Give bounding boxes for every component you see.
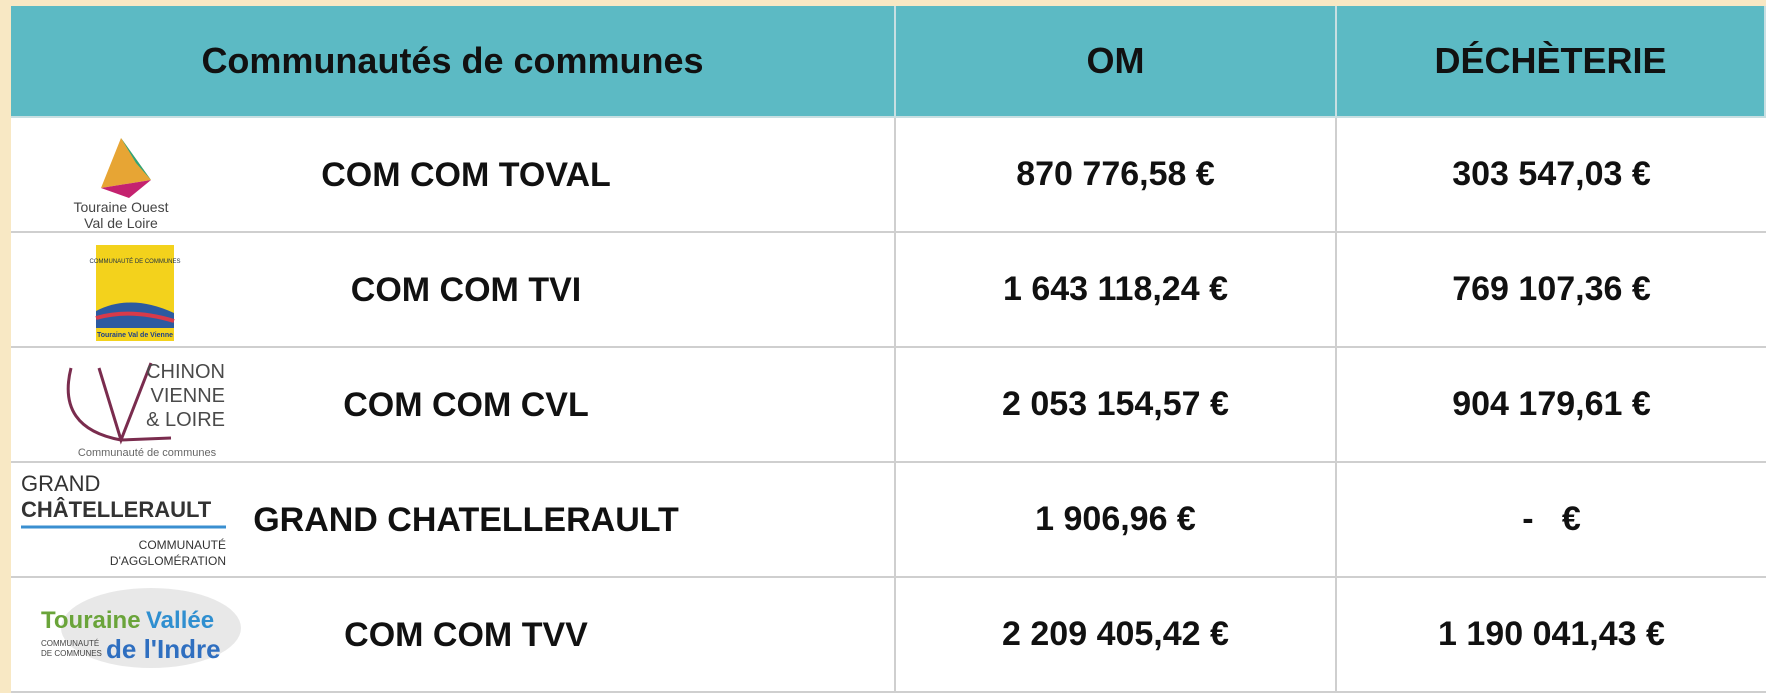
- logo-shape: [61, 588, 241, 668]
- om-value: 1 906,96 €: [896, 463, 1337, 578]
- community-name: COM COM TOVAL: [321, 156, 611, 194]
- logo-text: CHINON: [146, 361, 225, 383]
- decheterie-value: - €: [1337, 463, 1766, 578]
- logo-text: Touraine Ouest: [74, 199, 169, 215]
- row-cell: [11, 348, 896, 463]
- header-cell: Communautés de communes: [11, 6, 896, 118]
- logo-text: Vallée: [146, 607, 214, 634]
- header-cell: OM: [896, 6, 1337, 118]
- logo-text: Val de Loire: [84, 215, 158, 231]
- logo-shape: [101, 180, 151, 198]
- logo-text: VIENNE: [151, 385, 225, 407]
- om-value: 1 643 118,24 €: [896, 233, 1337, 348]
- logo-text: & LOIRE: [146, 409, 225, 431]
- community-name: COM COM TVI: [350, 271, 582, 309]
- om-value: 2 053 154,57 €: [896, 348, 1337, 463]
- header-cell: DÉCHÈTERIE: [1337, 6, 1766, 118]
- table: Communautés de communes OM DÉCHÈTERIE Toura…: [11, 6, 1766, 693]
- logo-text: Touraine Val de Vienne: [97, 332, 173, 339]
- logo-text: COMMUNAUTÉ DE COMMUNES: [90, 258, 181, 265]
- logo-shape: [121, 138, 151, 180]
- community-name: COM COM TVV: [344, 616, 588, 654]
- om-value: 870 776,58 €: [896, 118, 1337, 233]
- community-name: GRAND CHATELLERAULT: [253, 501, 679, 539]
- logo-text: Touraine: [41, 607, 141, 634]
- logo-text: Communauté de communes: [78, 447, 217, 459]
- logo-text: GRAND: [21, 471, 100, 496]
- logo-text: COMMUNAUTÉ: [41, 639, 99, 648]
- om-value: 2 209 405,42 €: [896, 578, 1337, 693]
- row-cell: [11, 118, 896, 233]
- logo-text: de l'Indre: [106, 634, 221, 664]
- logo-shape: [101, 138, 151, 188]
- logo-text: D'AGGLOMÉRATION: [110, 553, 226, 568]
- logo-shape: [97, 362, 153, 445]
- community-name: COM COM CVL: [343, 386, 589, 424]
- decheterie-value: 769 107,36 €: [1337, 233, 1766, 348]
- logo-shape: [66, 367, 172, 442]
- row-cell: [11, 578, 896, 693]
- decheterie-value: 303 547,03 €: [1337, 118, 1766, 233]
- logo-shape: [95, 311, 175, 323]
- decheterie-value: 904 179,61 €: [1337, 348, 1766, 463]
- logo-text: COMMUNAUTÉ: [139, 537, 226, 552]
- row-cell: [11, 233, 896, 348]
- logo-text: CHÂTELLERAULT: [21, 497, 212, 522]
- logo-text: DE COMMUNES: [41, 649, 102, 658]
- decheterie-value: 1 190 041,43 €: [1337, 578, 1766, 693]
- logo: COMMUNAUTÉ DE COMMUNES Touraine Val de Vi…: [90, 245, 181, 341]
- row-cell: [11, 463, 896, 578]
